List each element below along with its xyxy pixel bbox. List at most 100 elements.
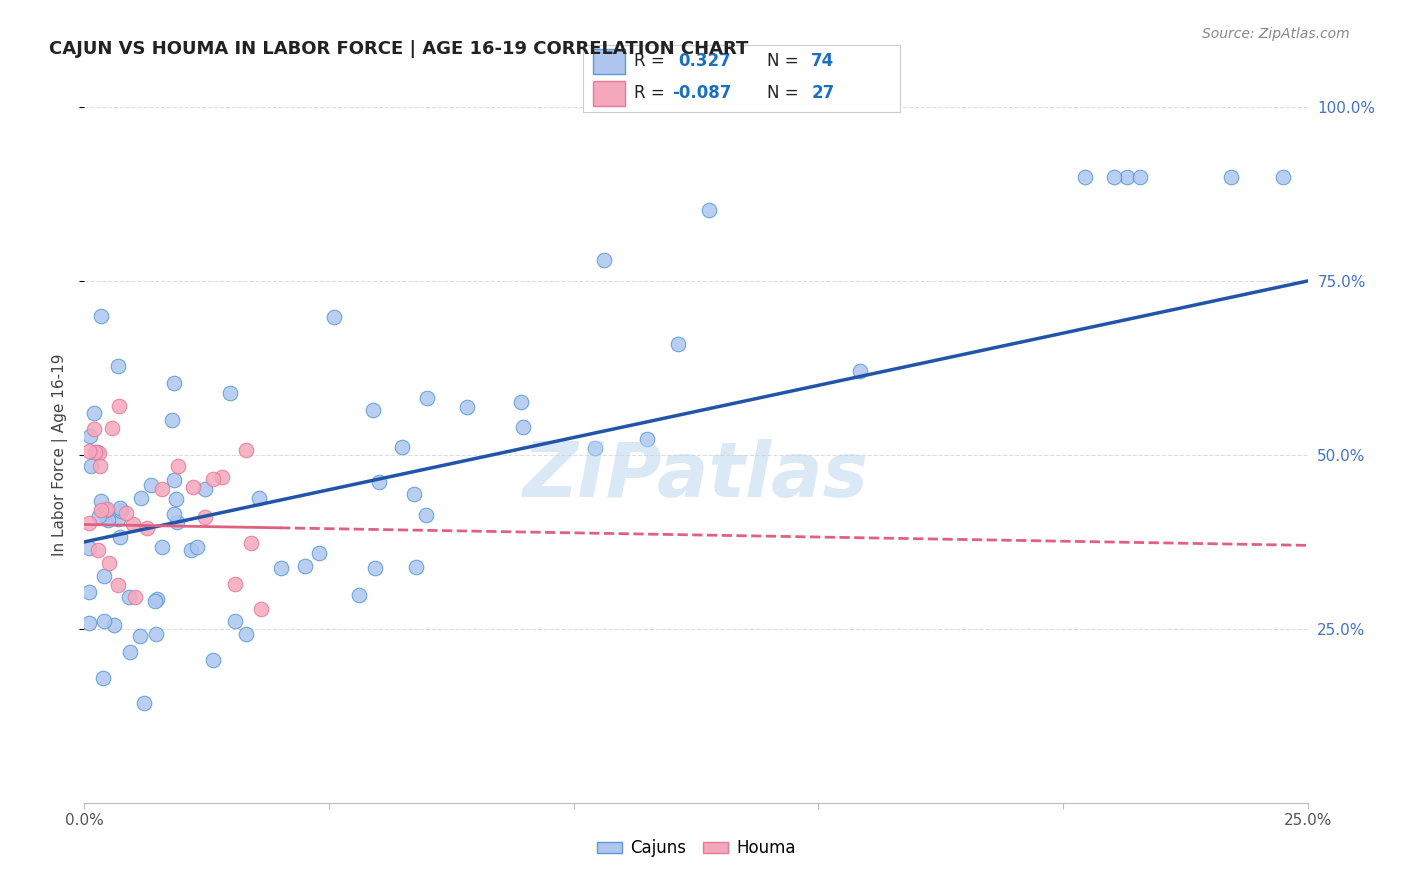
Point xyxy=(1116,169,1139,184)
Point xyxy=(91,671,114,685)
Point xyxy=(89,446,111,460)
Point xyxy=(90,494,112,508)
Point xyxy=(323,310,346,324)
Point xyxy=(93,568,115,582)
Point xyxy=(115,506,138,520)
Point xyxy=(107,399,129,413)
Point xyxy=(150,540,173,554)
Point xyxy=(250,602,273,616)
Point xyxy=(211,470,233,484)
Point xyxy=(118,590,141,604)
Point xyxy=(186,540,208,554)
Text: -0.087: -0.087 xyxy=(672,85,731,103)
Point xyxy=(90,309,112,323)
Point xyxy=(181,481,204,495)
Point xyxy=(143,594,166,608)
Point xyxy=(128,629,150,643)
Text: R =: R = xyxy=(634,53,665,70)
Point xyxy=(96,502,118,516)
Point xyxy=(404,487,426,501)
Point xyxy=(1220,169,1243,184)
Point xyxy=(77,585,100,599)
Point xyxy=(100,420,122,434)
Point xyxy=(270,561,292,575)
Point xyxy=(77,616,100,631)
Point xyxy=(77,541,100,555)
Text: CAJUN VS HOUMA IN LABOR FORCE | AGE 16-19 CORRELATION CHART: CAJUN VS HOUMA IN LABOR FORCE | AGE 16-1… xyxy=(49,40,748,58)
Text: N =: N = xyxy=(768,85,799,103)
Point xyxy=(512,420,534,434)
Point xyxy=(93,614,115,628)
Point xyxy=(699,203,721,218)
Text: R =: R = xyxy=(634,85,665,103)
Point xyxy=(247,491,270,506)
Point xyxy=(1272,169,1295,184)
Point xyxy=(108,500,131,515)
Text: 74: 74 xyxy=(811,53,835,70)
Point xyxy=(145,627,167,641)
Point xyxy=(456,401,478,415)
Point xyxy=(84,445,107,459)
Point xyxy=(593,253,616,268)
Point xyxy=(90,503,112,517)
Point xyxy=(849,364,872,378)
Point xyxy=(136,521,159,535)
Point xyxy=(77,516,100,531)
Point xyxy=(405,560,427,574)
Bar xyxy=(593,81,624,106)
Point xyxy=(87,509,110,524)
Point xyxy=(416,391,439,405)
Point xyxy=(308,546,330,560)
Point xyxy=(146,591,169,606)
Point xyxy=(166,515,188,529)
Point xyxy=(107,512,129,526)
Point xyxy=(77,443,100,458)
Text: N =: N = xyxy=(768,53,799,70)
Point xyxy=(509,394,531,409)
Text: Source: ZipAtlas.com: Source: ZipAtlas.com xyxy=(1202,27,1350,41)
Point xyxy=(87,542,110,557)
Point xyxy=(83,422,105,436)
Point xyxy=(80,459,103,474)
Legend: Cajuns, Houma: Cajuns, Houma xyxy=(591,833,801,864)
Point xyxy=(107,577,129,591)
Point xyxy=(180,543,202,558)
Point xyxy=(79,429,101,443)
Point xyxy=(163,507,186,521)
Point xyxy=(103,618,125,632)
Point xyxy=(583,441,606,455)
Text: 27: 27 xyxy=(811,85,835,103)
Point xyxy=(141,477,163,491)
Text: ZIPatlas: ZIPatlas xyxy=(523,439,869,513)
Point xyxy=(83,406,105,420)
Point xyxy=(162,473,184,487)
Point xyxy=(97,513,120,527)
Point xyxy=(107,359,129,373)
Point xyxy=(129,491,152,506)
Point xyxy=(391,441,413,455)
Point xyxy=(294,558,316,573)
Point xyxy=(364,561,387,575)
Point xyxy=(132,696,155,710)
Point xyxy=(235,443,257,458)
Point xyxy=(97,556,120,570)
Point xyxy=(235,627,257,641)
Point xyxy=(239,536,262,550)
Point xyxy=(202,653,225,667)
Point xyxy=(93,508,115,522)
Point xyxy=(666,336,689,351)
Point xyxy=(150,483,173,497)
Point xyxy=(120,644,142,658)
Bar xyxy=(593,49,624,74)
Point xyxy=(167,459,190,474)
Text: 0.327: 0.327 xyxy=(678,53,731,70)
Point xyxy=(636,432,658,446)
Point xyxy=(202,471,225,485)
Point xyxy=(219,385,242,400)
Point xyxy=(368,475,391,490)
Point xyxy=(1073,169,1095,184)
Point xyxy=(108,530,131,544)
Point xyxy=(96,503,118,517)
Point xyxy=(160,413,183,427)
Point xyxy=(415,508,437,522)
